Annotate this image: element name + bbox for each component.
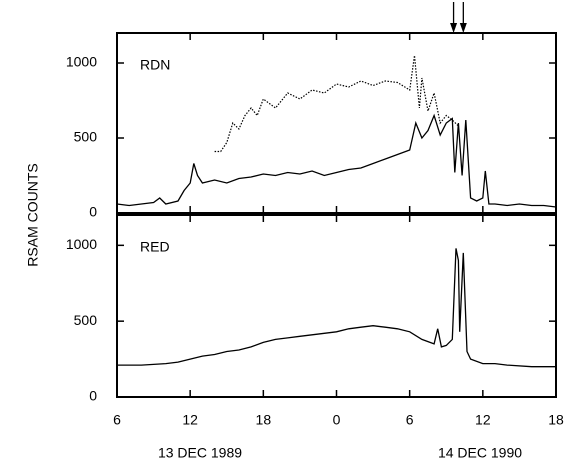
x-tick-label: 12 bbox=[182, 412, 198, 428]
date-label: 13 DEC 1989 bbox=[158, 445, 242, 461]
panel-label: RED bbox=[140, 239, 170, 255]
date-label: 14 DEC 1990 bbox=[438, 445, 522, 461]
y-tick-label: 0 bbox=[89, 388, 97, 404]
arrow-head bbox=[459, 23, 467, 33]
data-line bbox=[116, 113, 557, 208]
y-tick-label: 1000 bbox=[66, 236, 97, 252]
x-tick-label: 12 bbox=[475, 412, 491, 428]
x-tick-label: 18 bbox=[548, 412, 564, 428]
x-tick-label: 0 bbox=[333, 412, 341, 428]
data-line bbox=[214, 55, 459, 153]
y-tick-label: 0 bbox=[89, 204, 97, 220]
y-tick-label: 1000 bbox=[66, 54, 97, 70]
y-tick-label: 500 bbox=[74, 129, 98, 145]
arrow-head bbox=[450, 23, 458, 33]
data-line bbox=[117, 248, 556, 368]
y-axis-title: RSAM COUNTS bbox=[25, 163, 41, 266]
x-tick-label: 6 bbox=[113, 412, 121, 428]
x-tick-label: 6 bbox=[406, 412, 414, 428]
panel-label: RDN bbox=[140, 57, 170, 73]
y-tick-label: 500 bbox=[74, 312, 98, 328]
x-tick-label: 18 bbox=[256, 412, 272, 428]
panel-frame bbox=[116, 214, 557, 398]
panel-frame bbox=[116, 32, 557, 214]
